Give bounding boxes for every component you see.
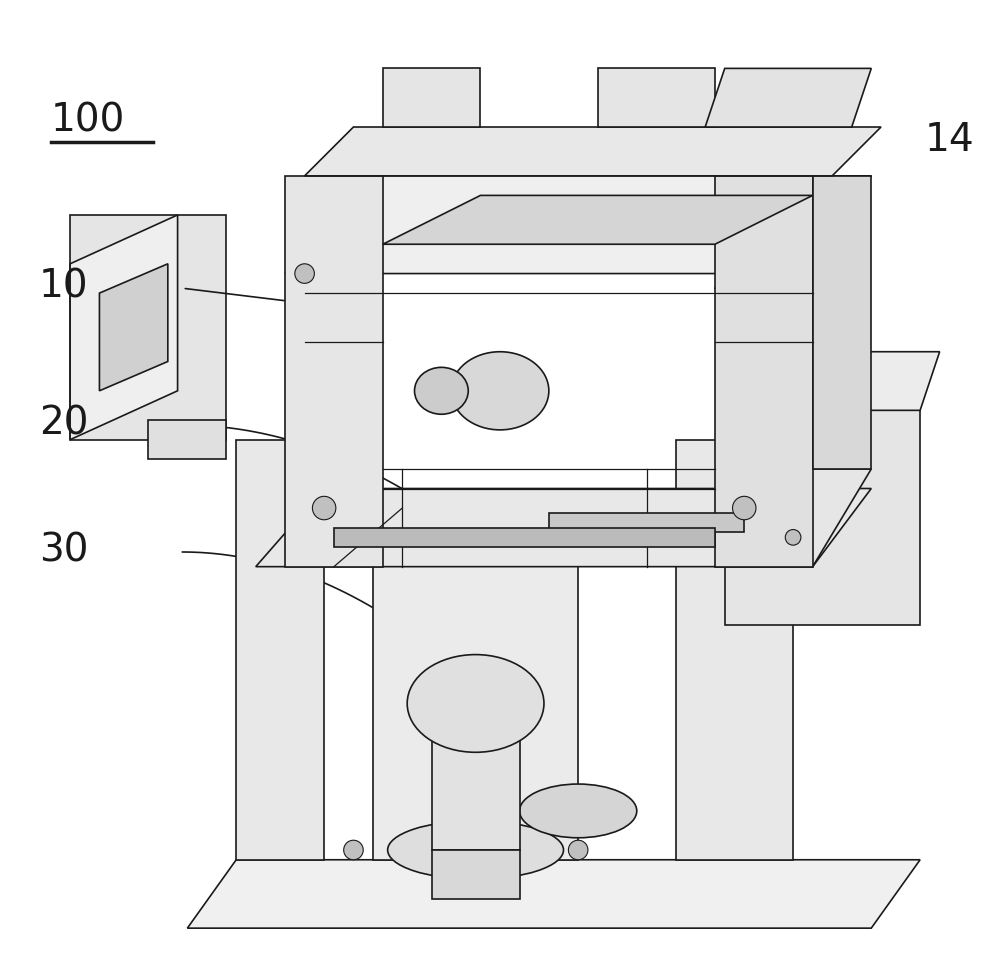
Circle shape bbox=[733, 496, 756, 520]
Polygon shape bbox=[187, 860, 920, 928]
Polygon shape bbox=[725, 410, 920, 625]
Circle shape bbox=[295, 264, 314, 283]
Polygon shape bbox=[334, 528, 715, 547]
Ellipse shape bbox=[451, 352, 549, 430]
Circle shape bbox=[344, 840, 363, 860]
Polygon shape bbox=[373, 537, 578, 860]
Ellipse shape bbox=[388, 821, 564, 879]
Ellipse shape bbox=[415, 367, 468, 414]
Polygon shape bbox=[676, 440, 793, 860]
Text: 100: 100 bbox=[51, 102, 125, 140]
Text: 10: 10 bbox=[39, 268, 88, 306]
Polygon shape bbox=[715, 176, 813, 567]
Polygon shape bbox=[285, 176, 871, 274]
Polygon shape bbox=[813, 176, 871, 469]
Circle shape bbox=[785, 530, 801, 545]
Polygon shape bbox=[383, 68, 480, 127]
Ellipse shape bbox=[520, 784, 637, 838]
Polygon shape bbox=[549, 513, 744, 532]
Polygon shape bbox=[725, 352, 940, 410]
Circle shape bbox=[568, 840, 588, 860]
Polygon shape bbox=[598, 68, 715, 127]
Polygon shape bbox=[432, 850, 520, 899]
Polygon shape bbox=[256, 488, 871, 567]
Polygon shape bbox=[383, 195, 813, 244]
Polygon shape bbox=[148, 420, 226, 459]
Polygon shape bbox=[70, 215, 178, 440]
Circle shape bbox=[312, 496, 336, 520]
Polygon shape bbox=[705, 68, 871, 127]
Polygon shape bbox=[99, 264, 168, 391]
Polygon shape bbox=[305, 127, 881, 176]
Polygon shape bbox=[285, 176, 383, 567]
Polygon shape bbox=[715, 469, 871, 567]
Polygon shape bbox=[236, 440, 324, 860]
Polygon shape bbox=[432, 703, 520, 850]
Text: 20: 20 bbox=[39, 404, 88, 443]
Polygon shape bbox=[70, 215, 226, 440]
Text: 30: 30 bbox=[39, 531, 88, 570]
Text: 14: 14 bbox=[925, 121, 975, 159]
Ellipse shape bbox=[407, 655, 544, 752]
